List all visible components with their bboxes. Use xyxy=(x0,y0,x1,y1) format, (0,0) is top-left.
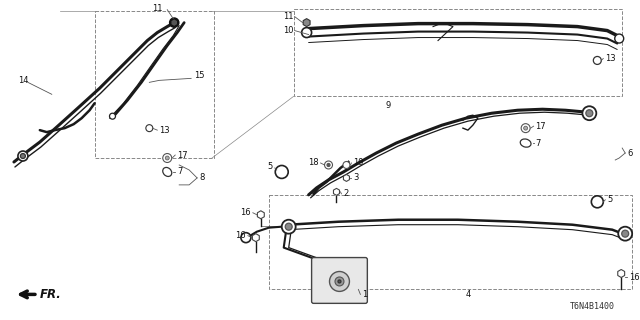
Bar xyxy=(294,9,622,96)
Circle shape xyxy=(338,280,341,283)
Circle shape xyxy=(593,56,602,64)
Text: 14: 14 xyxy=(18,76,28,85)
Circle shape xyxy=(109,113,115,119)
Circle shape xyxy=(301,28,312,37)
Circle shape xyxy=(335,277,344,286)
Polygon shape xyxy=(171,19,178,27)
Circle shape xyxy=(282,220,296,234)
Text: 13: 13 xyxy=(605,54,616,63)
Polygon shape xyxy=(252,234,259,242)
Circle shape xyxy=(324,161,333,169)
Polygon shape xyxy=(257,211,264,219)
Text: 5: 5 xyxy=(607,195,612,204)
Circle shape xyxy=(618,227,632,241)
Text: 5: 5 xyxy=(268,163,273,172)
Circle shape xyxy=(524,126,527,130)
Circle shape xyxy=(241,233,251,243)
Text: 7: 7 xyxy=(536,139,541,148)
Circle shape xyxy=(327,164,330,166)
Text: 11: 11 xyxy=(283,12,294,21)
Circle shape xyxy=(163,154,172,163)
Text: 16: 16 xyxy=(240,208,251,217)
Text: 19: 19 xyxy=(353,158,364,167)
Text: 8: 8 xyxy=(199,173,204,182)
Text: 17: 17 xyxy=(177,150,188,160)
Text: 4: 4 xyxy=(465,290,470,299)
Polygon shape xyxy=(344,174,349,181)
Circle shape xyxy=(521,124,530,132)
Circle shape xyxy=(165,156,169,160)
Circle shape xyxy=(275,165,288,179)
Polygon shape xyxy=(618,269,625,277)
Text: 10: 10 xyxy=(283,26,294,35)
Circle shape xyxy=(170,18,179,27)
Bar xyxy=(95,11,214,158)
Ellipse shape xyxy=(163,167,172,176)
Bar xyxy=(269,195,632,289)
Circle shape xyxy=(582,106,596,120)
Text: 16: 16 xyxy=(236,231,246,240)
Text: 11: 11 xyxy=(152,4,163,13)
Circle shape xyxy=(146,125,153,132)
Circle shape xyxy=(285,223,292,230)
Text: 13: 13 xyxy=(159,126,170,135)
Text: 1: 1 xyxy=(362,290,367,299)
Ellipse shape xyxy=(520,139,531,147)
Circle shape xyxy=(615,34,624,43)
Text: 7: 7 xyxy=(177,167,182,176)
Text: 16: 16 xyxy=(629,273,640,282)
Text: 15: 15 xyxy=(194,71,205,80)
Polygon shape xyxy=(303,19,310,27)
Circle shape xyxy=(586,110,593,117)
Text: 2: 2 xyxy=(344,189,349,198)
Circle shape xyxy=(621,230,628,237)
Text: 17: 17 xyxy=(536,122,546,131)
Text: T6N4B1400: T6N4B1400 xyxy=(570,302,615,311)
Text: 18: 18 xyxy=(308,158,319,167)
Text: FR.: FR. xyxy=(40,288,61,301)
Circle shape xyxy=(591,196,604,208)
Text: 3: 3 xyxy=(353,173,359,182)
Circle shape xyxy=(330,271,349,292)
Polygon shape xyxy=(333,188,339,195)
Circle shape xyxy=(18,151,28,161)
Circle shape xyxy=(20,154,26,158)
Text: 6: 6 xyxy=(627,148,632,157)
FancyBboxPatch shape xyxy=(312,258,367,303)
Circle shape xyxy=(343,162,350,168)
Text: 9: 9 xyxy=(386,101,391,110)
